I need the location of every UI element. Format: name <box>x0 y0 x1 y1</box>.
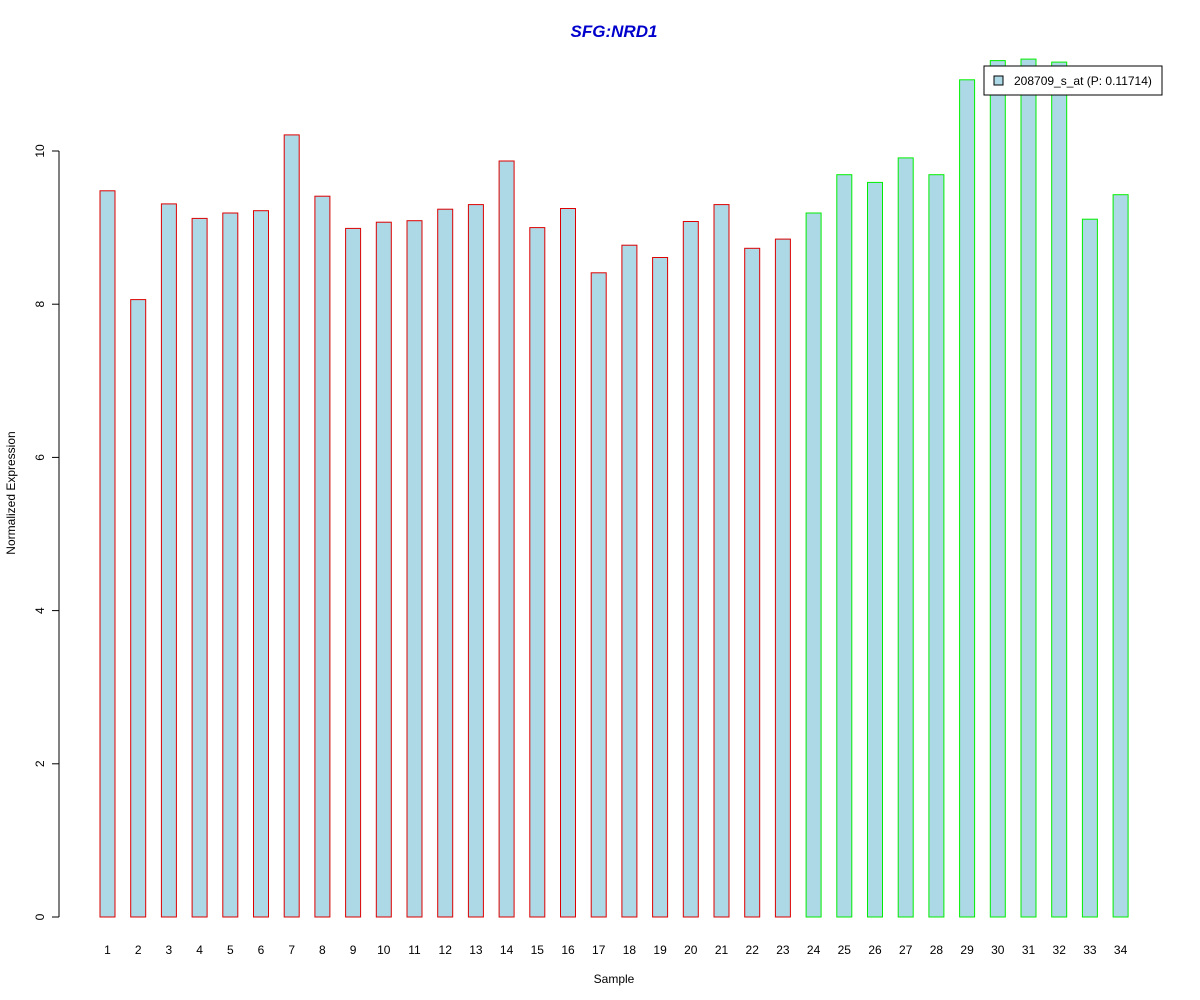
bar <box>897 157 914 918</box>
bar <box>805 212 822 918</box>
x-tick-label: 10 <box>377 943 391 957</box>
bar <box>99 190 116 918</box>
x-tick-label: 26 <box>868 943 882 957</box>
bar <box>314 195 331 918</box>
bar <box>1020 58 1037 918</box>
bar <box>867 181 883 918</box>
x-tick-label: 13 <box>469 943 483 957</box>
x-tick-label: 2 <box>135 943 142 957</box>
x-tick-label: 12 <box>439 943 453 957</box>
x-tick-label: 4 <box>196 943 203 957</box>
x-tick-label: 21 <box>715 943 729 957</box>
bar <box>959 79 976 918</box>
x-tick-label: 7 <box>288 943 295 957</box>
x-tick-label: 6 <box>258 943 265 957</box>
x-tick-label: 3 <box>166 943 173 957</box>
x-tick-label: 24 <box>807 943 821 957</box>
bar <box>345 227 362 918</box>
bar <box>590 272 607 918</box>
bar <box>1112 194 1129 918</box>
x-tick-label: 23 <box>776 943 790 957</box>
bar <box>713 204 730 918</box>
bar <box>1051 61 1068 918</box>
x-tick-label: 9 <box>350 943 357 957</box>
bar <box>191 217 208 918</box>
x-axis-label: Sample <box>594 972 635 986</box>
y-tick-label: 4 <box>33 607 47 614</box>
bar <box>529 227 546 918</box>
bar <box>130 299 147 918</box>
x-tick-label: 29 <box>960 943 974 957</box>
bar <box>160 203 177 918</box>
x-tick-label: 1 <box>104 943 111 957</box>
bar <box>222 212 239 918</box>
x-tick-label: 5 <box>227 943 234 957</box>
chart-title: SFG:NRD1 <box>571 22 658 41</box>
x-tick-label: 34 <box>1114 943 1128 957</box>
bar <box>437 208 454 918</box>
x-tick-label: 28 <box>930 943 944 957</box>
y-axis: 0 2 4 6 8 10 <box>33 144 60 920</box>
bar-series <box>99 58 1129 918</box>
legend-box <box>983 65 1163 96</box>
y-axis-label: Normalized Expression <box>4 431 18 554</box>
x-axis-tick-labels: 1 2 3 4 5 6 7 8 9 10 11 12 13 14 15 16 17 18 19 20 21 22 23 24 2… <box>104 943 1127 957</box>
x-tick-label: 25 <box>838 943 852 957</box>
y-tick-label: 10 <box>33 144 47 158</box>
x-tick-label: 32 <box>1053 943 1067 957</box>
bar <box>682 221 699 918</box>
legend: 208709_s_at (P: 0.11714) <box>983 65 1163 96</box>
bar <box>652 257 669 918</box>
x-tick-label: 17 <box>592 943 606 957</box>
x-tick-label: 19 <box>653 943 667 957</box>
x-tick-label: 27 <box>899 943 913 957</box>
bar <box>989 60 1006 918</box>
x-tick-label: 33 <box>1083 943 1097 957</box>
y-tick-label: 8 <box>33 301 47 308</box>
bar <box>406 220 423 918</box>
legend-label: 208709_s_at (P: 0.11714) <box>1014 74 1152 88</box>
x-tick-label: 22 <box>746 943 760 957</box>
bar <box>836 174 853 918</box>
bar <box>283 134 300 918</box>
bar <box>1081 218 1098 918</box>
bar <box>744 247 761 918</box>
x-tick-label: 20 <box>684 943 698 957</box>
bar <box>621 244 638 918</box>
x-tick-label: 8 <box>319 943 326 957</box>
bar <box>498 160 515 918</box>
x-tick-label: 31 <box>1022 943 1036 957</box>
x-tick-label: 14 <box>500 943 514 957</box>
x-tick-label: 11 <box>408 943 421 957</box>
y-tick-label: 2 <box>33 760 47 767</box>
x-tick-label: 18 <box>623 943 637 957</box>
x-tick-label: 15 <box>531 943 545 957</box>
bar <box>253 210 269 918</box>
bar <box>928 174 945 918</box>
bar <box>774 238 791 918</box>
legend-swatch <box>993 75 1004 86</box>
bar <box>560 208 576 918</box>
bar <box>375 221 392 918</box>
y-tick-label: 0 <box>33 913 47 920</box>
bar <box>467 204 484 918</box>
x-tick-label: 16 <box>561 943 575 957</box>
y-tick-label: 6 <box>33 454 47 461</box>
x-tick-label: 30 <box>991 943 1005 957</box>
